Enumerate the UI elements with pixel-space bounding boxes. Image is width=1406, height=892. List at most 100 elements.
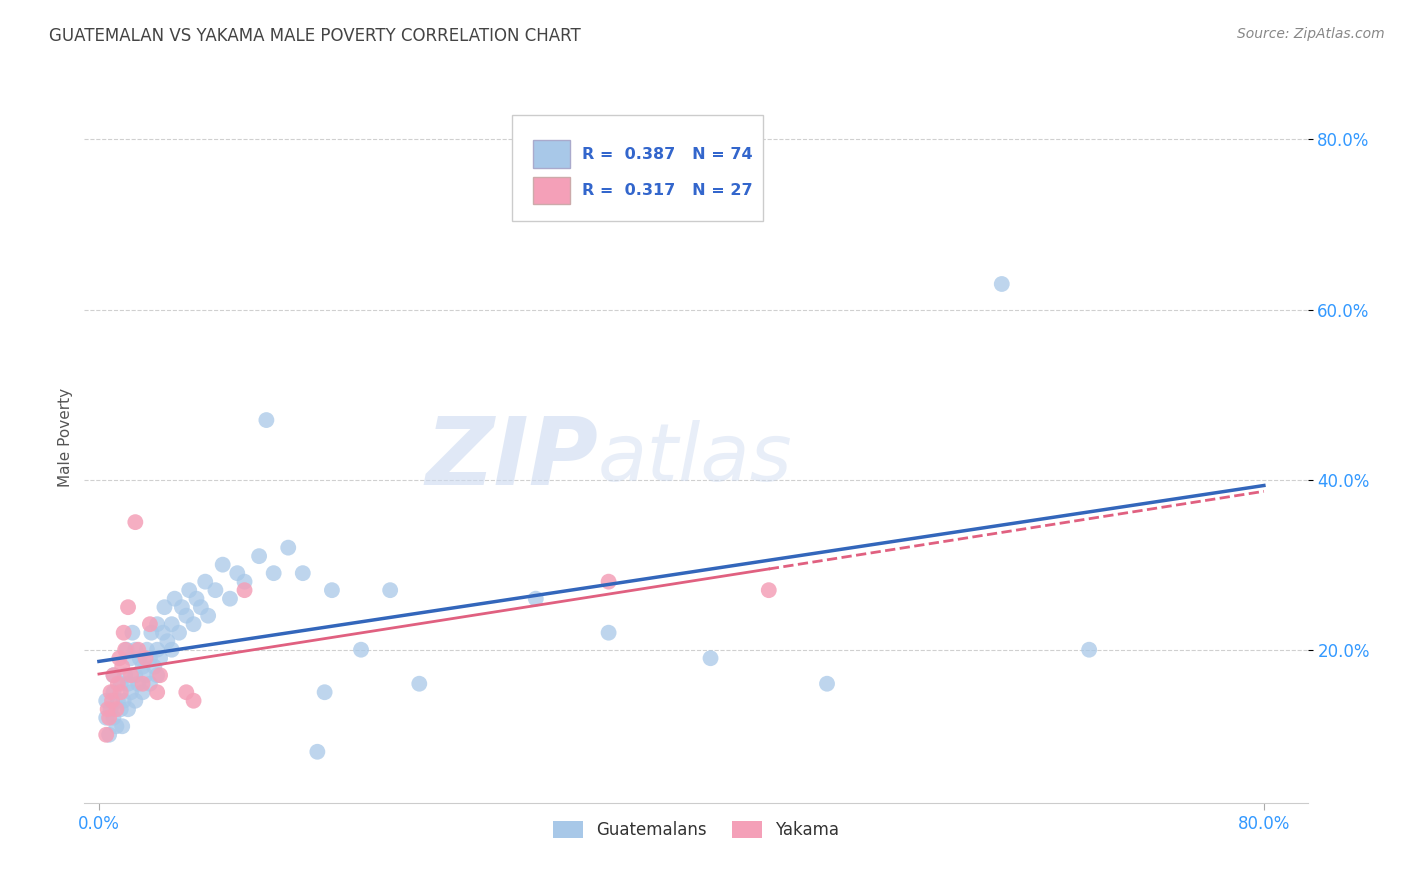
Point [143,659,166,673]
Point [233,583,256,598]
Point [127,677,149,691]
Point [103,711,125,725]
Point [146,617,169,632]
Bar [533,177,569,204]
Point [139,677,162,691]
Point [991,277,1014,291]
Point [254,413,277,427]
Point [170,600,193,615]
Point [815,677,838,691]
Point [524,591,547,606]
Point [97,702,120,716]
Point [124,642,146,657]
Point [111,659,134,673]
Point [110,702,132,716]
Point [321,583,343,598]
Point [699,651,721,665]
Point [114,642,136,657]
Point [183,694,205,708]
Point [100,702,122,716]
Point [153,600,176,615]
Point [96,711,118,725]
Point [136,642,159,657]
Point [307,745,329,759]
Point [100,685,122,699]
Point [139,617,162,632]
Point [110,685,132,699]
Point [124,694,146,708]
Point [277,541,299,555]
Y-axis label: Male Poverty: Male Poverty [58,387,73,487]
Point [128,651,150,665]
Point [101,694,124,708]
Point [149,651,172,665]
Point [186,591,208,606]
Point [146,642,169,657]
Point [179,583,201,598]
Point [598,574,620,589]
Point [107,677,129,691]
Point [124,515,146,529]
Point [219,591,242,606]
Text: atlas: atlas [598,420,793,498]
Point [135,651,157,665]
Point [120,651,142,665]
Point [117,702,139,716]
Point [183,617,205,632]
Text: GUATEMALAN VS YAKAMA MALE POVERTY CORRELATION CHART: GUATEMALAN VS YAKAMA MALE POVERTY CORREL… [49,27,581,45]
Point [124,668,146,682]
Point [121,625,143,640]
Point [105,702,128,716]
Point [112,694,135,708]
Point [110,677,132,691]
Text: R =  0.317   N = 27: R = 0.317 N = 27 [582,183,752,198]
Point [350,642,373,657]
Point [167,625,190,640]
Bar [533,140,569,168]
Point [117,677,139,691]
Point [380,583,402,598]
Point [111,719,134,733]
Point [291,566,314,581]
Point [160,642,183,657]
Point [211,558,233,572]
Point [197,608,219,623]
Point [98,711,121,725]
Point [139,651,162,665]
Point [141,625,163,640]
Point [131,659,153,673]
Point [114,668,136,682]
Point [146,668,169,682]
Point [146,685,169,699]
Point [408,677,430,691]
Point [174,608,197,623]
Point [115,642,138,657]
Point [156,634,179,648]
Point [160,617,183,632]
Point [194,574,217,589]
Point [135,668,157,682]
Point [247,549,270,563]
Point [117,600,139,615]
Point [96,694,118,708]
Point [233,574,256,589]
Point [314,685,336,699]
Point [107,694,129,708]
Text: R =  0.387   N = 74: R = 0.387 N = 74 [582,146,752,161]
Point [127,642,149,657]
Point [226,566,249,581]
Point [598,625,620,640]
Point [1078,642,1101,657]
Text: Source: ZipAtlas.com: Source: ZipAtlas.com [1237,27,1385,41]
Point [758,583,780,598]
Point [105,719,128,733]
Point [103,668,125,682]
Point [204,583,226,598]
Point [103,685,125,699]
Point [190,600,212,615]
Point [120,668,142,682]
Point [98,728,121,742]
Point [96,728,118,742]
Point [108,651,131,665]
Point [152,625,174,640]
